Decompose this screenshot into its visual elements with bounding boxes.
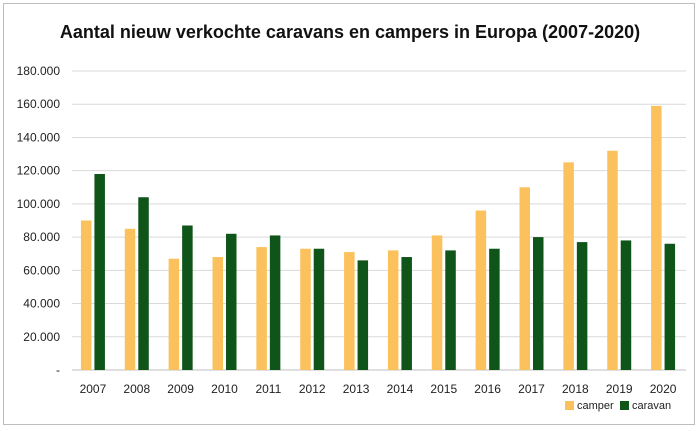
bar-camper-2013 bbox=[344, 252, 355, 370]
bar-camper-2012 bbox=[300, 248, 311, 370]
bar-camper-2018 bbox=[563, 162, 574, 370]
legend: camper caravan bbox=[565, 400, 671, 412]
y-tick-label: 20.000 bbox=[23, 330, 60, 344]
x-tick-label: 2007 bbox=[80, 382, 107, 396]
y-axis-tick-labels: - 20.000 40.000 60.000 80.000 100.000 120.000 1… bbox=[17, 64, 61, 377]
y-tick-label: - bbox=[56, 363, 60, 377]
bars bbox=[80, 105, 676, 370]
legend-label-caravan: caravan bbox=[632, 400, 671, 412]
x-tick-label: 2009 bbox=[167, 382, 194, 396]
bar-camper-2011 bbox=[256, 247, 267, 370]
bar-camper-2020 bbox=[651, 105, 662, 370]
bar-camper-2009 bbox=[168, 258, 180, 370]
x-tick-label: 2014 bbox=[387, 382, 414, 396]
bar-camper-2019 bbox=[607, 150, 618, 370]
bar-caravan-2011 bbox=[269, 235, 281, 370]
x-tick-label: 2016 bbox=[474, 382, 501, 396]
bar-caravan-2009 bbox=[182, 225, 193, 370]
x-tick-label: 2013 bbox=[343, 382, 370, 396]
x-tick-label: 2008 bbox=[123, 382, 150, 396]
y-tick-label: 100.000 bbox=[17, 197, 61, 211]
y-tick-label: 80.000 bbox=[23, 230, 60, 244]
bar-caravan-2014 bbox=[401, 257, 412, 370]
legend-label-camper: camper bbox=[577, 400, 614, 412]
y-tick-label: 180.000 bbox=[17, 64, 61, 78]
legend-swatch-caravan bbox=[620, 401, 629, 410]
legend-item-caravan: caravan bbox=[620, 400, 671, 412]
y-tick-label: 160.000 bbox=[17, 97, 61, 111]
grid-lines bbox=[72, 70, 686, 371]
bar-caravan-2013 bbox=[357, 260, 369, 370]
x-tick-label: 2017 bbox=[518, 382, 545, 396]
y-tick-label: 120.000 bbox=[17, 164, 61, 178]
y-tick-label: 140.000 bbox=[17, 130, 61, 144]
legend-swatch-camper bbox=[565, 401, 574, 410]
chart-frame: Aantal nieuw verkochte caravans en campe… bbox=[3, 3, 695, 425]
bar-camper-2007 bbox=[80, 220, 92, 370]
y-tick-label: 40.000 bbox=[23, 297, 60, 311]
bar-caravan-2012 bbox=[313, 248, 325, 370]
bar-caravan-2015 bbox=[445, 250, 456, 370]
bar-caravan-2020 bbox=[664, 243, 676, 370]
legend-item-camper: camper bbox=[565, 400, 614, 412]
bar-camper-2008 bbox=[124, 228, 136, 370]
bar-caravan-2010 bbox=[226, 233, 237, 370]
bar-caravan-2019 bbox=[620, 240, 632, 370]
chart-title: Aantal nieuw verkochte caravans en campe… bbox=[60, 22, 640, 42]
y-tick-label: 60.000 bbox=[23, 263, 60, 277]
bar-caravan-2016 bbox=[489, 248, 500, 370]
bar-caravan-2017 bbox=[533, 237, 544, 370]
bar-camper-2015 bbox=[431, 235, 443, 370]
bar-caravan-2008 bbox=[138, 197, 149, 370]
bar-caravan-2018 bbox=[576, 242, 588, 370]
x-tick-label: 2015 bbox=[430, 382, 457, 396]
x-tick-label: 2011 bbox=[255, 382, 281, 396]
bar-camper-2017 bbox=[519, 187, 530, 370]
bar-camper-2010 bbox=[212, 257, 223, 370]
x-axis-tick-labels: 2007 2008 2009 2010 2011 2012 2013 2014 2015 2016… bbox=[80, 382, 677, 396]
bar-camper-2016 bbox=[475, 210, 487, 370]
x-tick-label: 2018 bbox=[562, 382, 589, 396]
x-tick-label: 2019 bbox=[606, 382, 633, 396]
x-tick-label: 2020 bbox=[650, 382, 677, 396]
bar-chart: Aantal nieuw verkochte caravans en campe… bbox=[17, 22, 686, 412]
bar-caravan-2007 bbox=[94, 173, 105, 370]
x-tick-label: 2012 bbox=[299, 382, 326, 396]
x-tick-label: 2010 bbox=[211, 382, 238, 396]
bar-camper-2014 bbox=[387, 250, 399, 370]
